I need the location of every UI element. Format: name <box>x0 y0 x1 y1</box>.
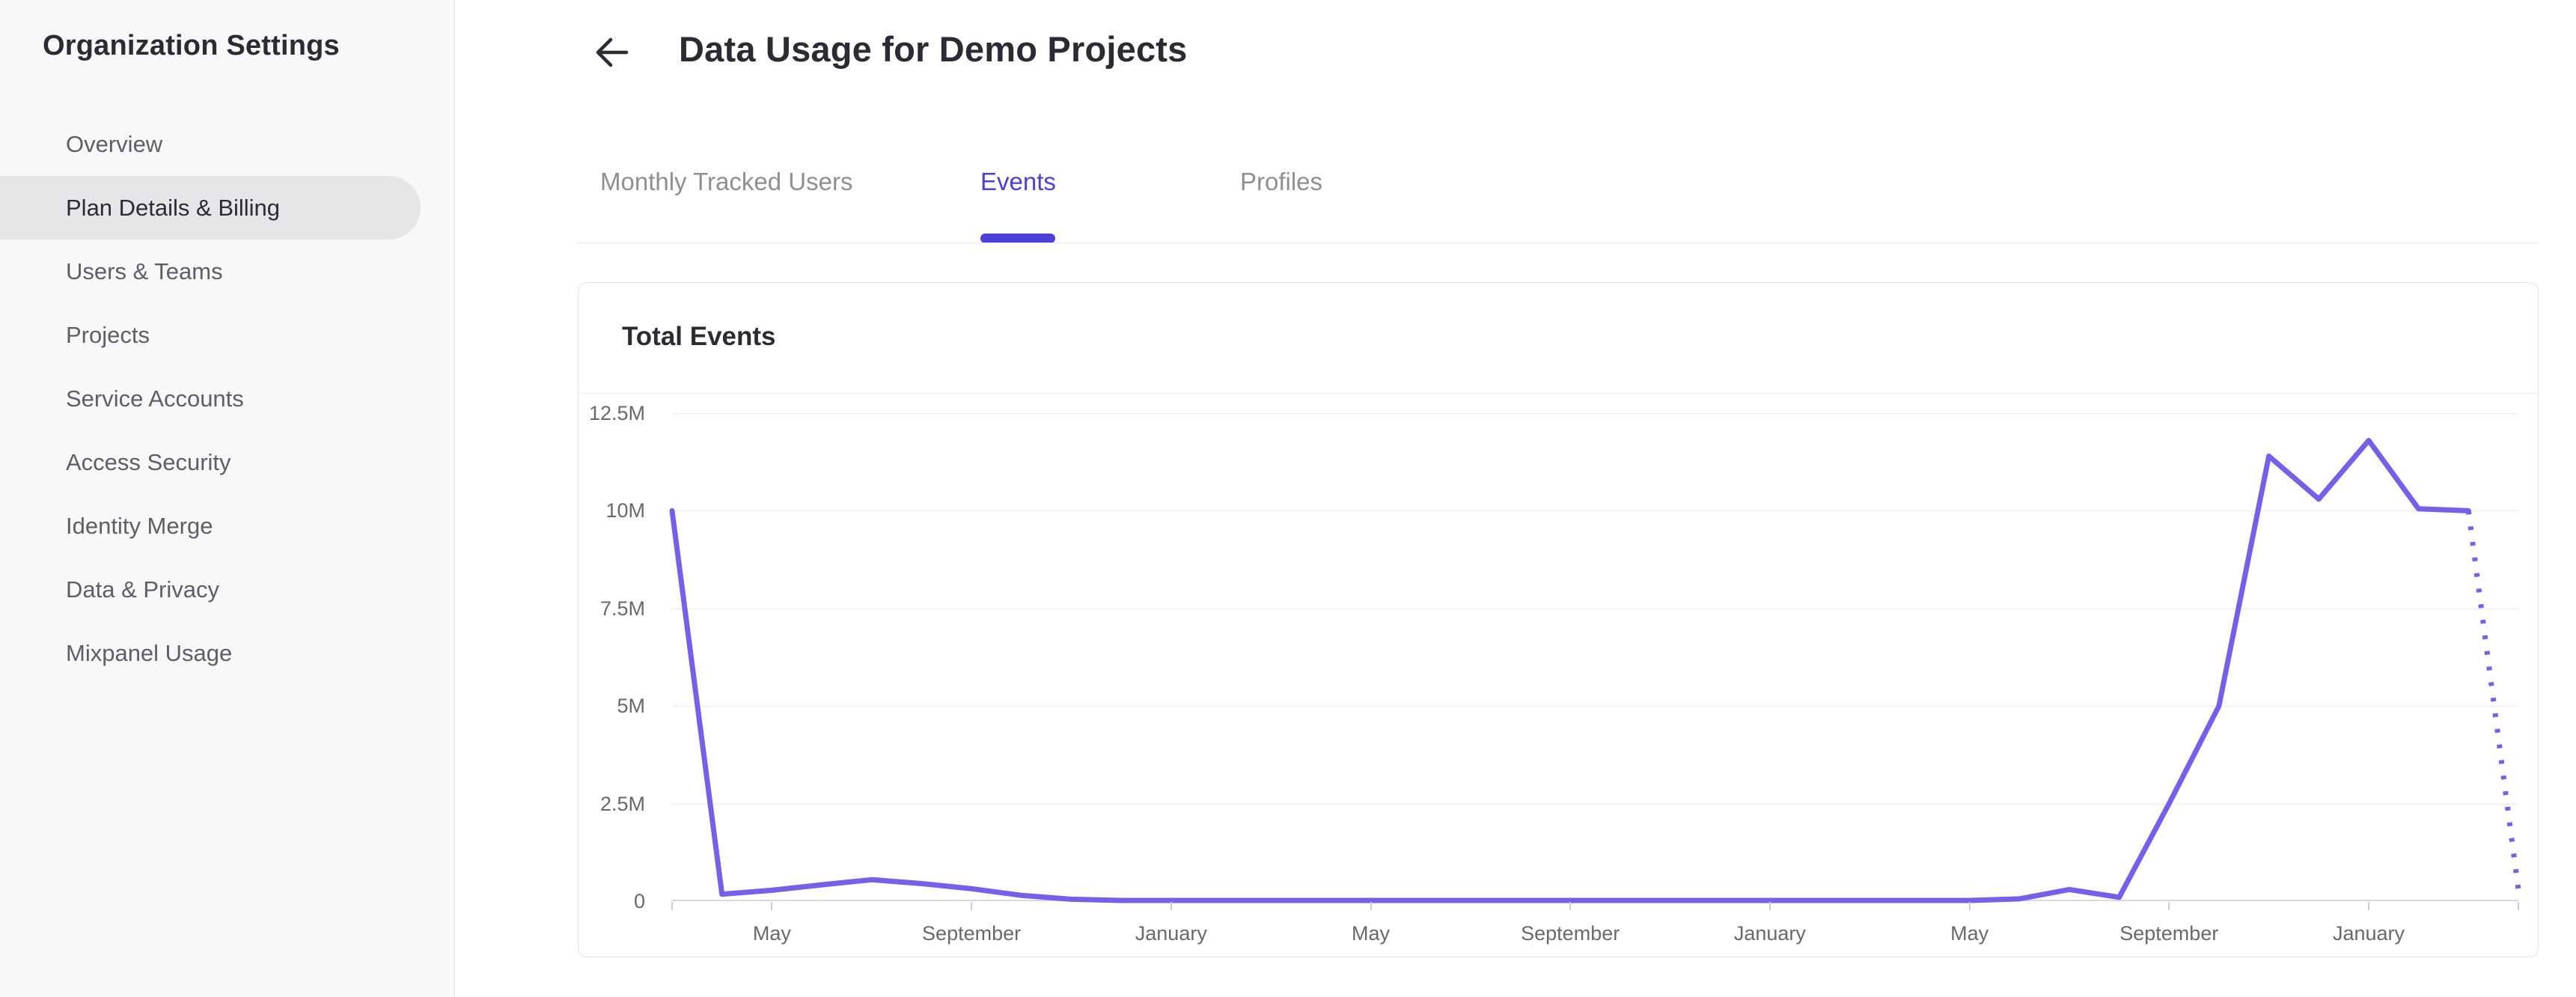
x-axis-label: September <box>2119 922 2219 945</box>
plot-area <box>669 413 2521 903</box>
x-axis-tick <box>1170 902 1172 910</box>
y-axis-label: 2.5M <box>599 792 645 815</box>
active-tab-underline <box>980 234 1055 243</box>
total-events-card: Total Events 12.5M 10M 7.5M 5M 2.5M 0 May Sept… <box>578 282 2539 957</box>
back-arrow-icon <box>592 37 631 74</box>
x-axis-label: May <box>1950 922 1989 945</box>
events-line-solid <box>669 438 2471 903</box>
x-axis: May September January May September January Ma… <box>671 901 2519 961</box>
y-axis-label: 10M <box>605 499 645 522</box>
x-axis-tick <box>1768 902 1771 910</box>
sidebar-item-overview[interactable]: Overview <box>66 131 163 157</box>
x-axis-label: January <box>2332 922 2405 945</box>
x-axis-tick <box>2518 902 2519 910</box>
y-axis-label: 7.5M <box>599 597 645 620</box>
x-axis-tick <box>771 902 773 910</box>
sidebar-item-plan-details-billing[interactable]: Plan Details & Billing <box>0 176 421 240</box>
sidebar-item-service-accounts[interactable]: Service Accounts <box>66 385 244 412</box>
card-title: Total Events <box>622 322 776 351</box>
tab-monthly-tracked-users[interactable]: Monthly Tracked Users <box>600 168 853 195</box>
sidebar-item-data-privacy[interactable]: Data & Privacy <box>66 576 220 603</box>
y-axis-labels: 12.5M 10M 7.5M 5M 2.5M 0 <box>579 402 645 912</box>
sidebar-item-identity-merge[interactable]: Identity Merge <box>66 513 213 539</box>
sidebar-item-projects[interactable]: Projects <box>66 322 150 348</box>
tab-profiles[interactable]: Profiles <box>1240 168 1323 195</box>
x-axis-label: January <box>1733 922 1806 945</box>
sidebar-item-access-security[interactable]: Access Security <box>66 449 231 475</box>
x-axis-label: May <box>752 922 791 945</box>
sidebar-nav: Overview Plan Details & Billing Users & … <box>0 112 455 685</box>
x-axis-tick <box>2168 902 2170 910</box>
sidebar-title: Organization Settings <box>43 30 340 61</box>
card-header: Total Events <box>579 283 2538 394</box>
events-line-projected <box>2465 510 2521 890</box>
x-axis-tick <box>971 902 973 910</box>
x-axis-tick <box>671 902 673 910</box>
y-axis-label: 5M <box>617 695 645 718</box>
grid-line <box>672 413 2518 414</box>
tab-events[interactable]: Events <box>980 168 1056 195</box>
x-axis-label: September <box>922 922 1022 945</box>
x-axis-tick <box>1370 902 1372 910</box>
grid-line <box>672 706 2518 707</box>
x-axis-label: January <box>1135 922 1207 945</box>
x-axis-tick <box>2368 902 2369 910</box>
x-axis-tick <box>1569 902 1572 910</box>
page-title: Data Usage for Demo Projects <box>679 29 1188 69</box>
sidebar-item-users-teams[interactable]: Users & Teams <box>66 258 223 284</box>
x-axis-label: May <box>1351 922 1390 945</box>
sidebar-item-mixpanel-usage[interactable]: Mixpanel Usage <box>66 640 233 666</box>
sidebar: Organization Settings Overview Plan Deta… <box>0 0 455 997</box>
grid-line <box>672 510 2518 512</box>
back-button[interactable] <box>592 33 631 72</box>
x-axis-label: September <box>1521 922 1620 945</box>
y-axis-label: 0 <box>633 890 645 912</box>
events-line-chart <box>669 438 2521 903</box>
x-axis-tick <box>1968 902 1971 910</box>
grid-line <box>672 803 2518 805</box>
y-axis-label: 12.5M <box>588 402 645 424</box>
